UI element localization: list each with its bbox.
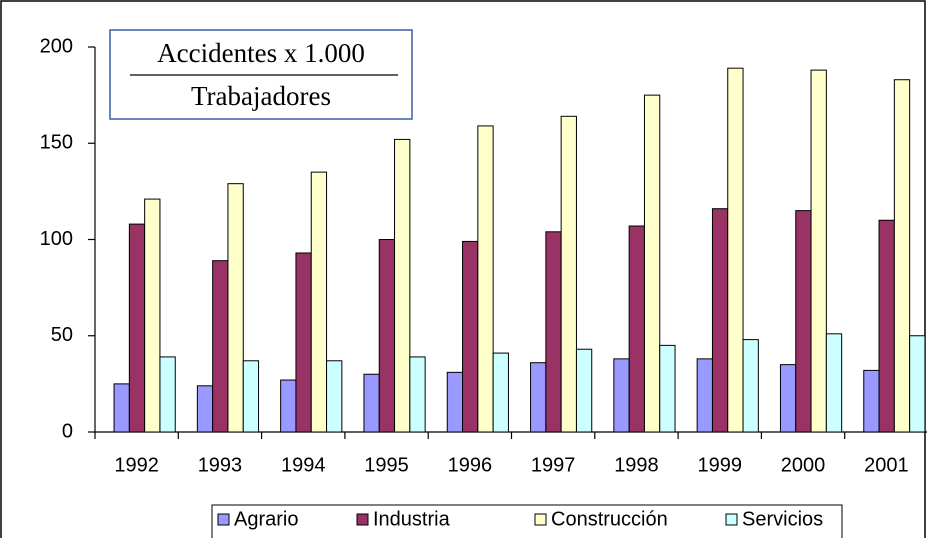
legend-label: Servicios: [742, 508, 823, 530]
bar: [144, 198, 161, 433]
bar: [280, 379, 297, 433]
bar: [613, 358, 630, 433]
x-tick-label: 1995: [364, 454, 409, 476]
bar: [310, 171, 328, 433]
bar: [863, 369, 880, 433]
bar: [409, 356, 426, 433]
bar: [159, 356, 176, 433]
bar: [394, 138, 411, 433]
bar: [575, 348, 593, 433]
x-tick-label: 1992: [114, 454, 159, 476]
bar: [909, 335, 926, 433]
legend-label: Agrario: [234, 508, 298, 530]
legend-label: Industria: [373, 508, 451, 530]
bar: [878, 219, 895, 433]
y-tick-label: 100: [40, 228, 73, 250]
bar: [810, 69, 827, 433]
bar: [727, 67, 744, 433]
y-tick-label: 0: [62, 420, 73, 442]
x-tick-label: 2000: [781, 454, 826, 476]
bar: [446, 371, 464, 433]
bar: [711, 208, 729, 433]
legend-label: Construcción: [551, 508, 668, 530]
bar: [659, 344, 676, 433]
x-tick-label: 1996: [448, 454, 493, 476]
bar: [295, 252, 312, 433]
bar: [779, 364, 797, 433]
legend-swatch: [534, 513, 547, 526]
x-tick-label: 1993: [198, 454, 243, 476]
y-tick-label: 50: [51, 324, 73, 346]
bar: [825, 333, 843, 433]
y-tick-label: 150: [40, 132, 73, 154]
legend-swatch: [356, 513, 369, 526]
bar: [795, 210, 812, 433]
x-tick-label: 1998: [614, 454, 659, 476]
bar: [492, 352, 509, 433]
bar: [326, 360, 343, 433]
x-tick-label: 2001: [864, 454, 909, 476]
y-tick-label: 200: [40, 35, 73, 57]
bar: [477, 125, 494, 433]
legend-swatch: [217, 513, 230, 526]
bar: [893, 79, 911, 433]
bar: [530, 362, 547, 433]
bar: [462, 240, 479, 433]
bar: [628, 225, 645, 433]
x-tick-label: 1997: [531, 454, 576, 476]
bar: [128, 223, 146, 433]
bar: [363, 373, 380, 433]
bar: [227, 183, 244, 433]
bar: [560, 115, 577, 433]
bar: [113, 383, 130, 433]
x-tick-label: 1994: [281, 454, 326, 476]
bar: [643, 94, 661, 433]
x-tick-label: 1999: [698, 454, 743, 476]
bar: [196, 385, 214, 433]
chart-title: Accidentes x 1.000: [157, 38, 365, 68]
bar: [742, 339, 759, 433]
bar: [545, 231, 562, 433]
bar: [212, 260, 229, 433]
chart-subtitle: Trabajadores: [191, 81, 331, 111]
bar: [242, 360, 260, 433]
bar: [696, 358, 713, 433]
bar: [378, 239, 396, 433]
legend-swatch: [725, 513, 738, 526]
